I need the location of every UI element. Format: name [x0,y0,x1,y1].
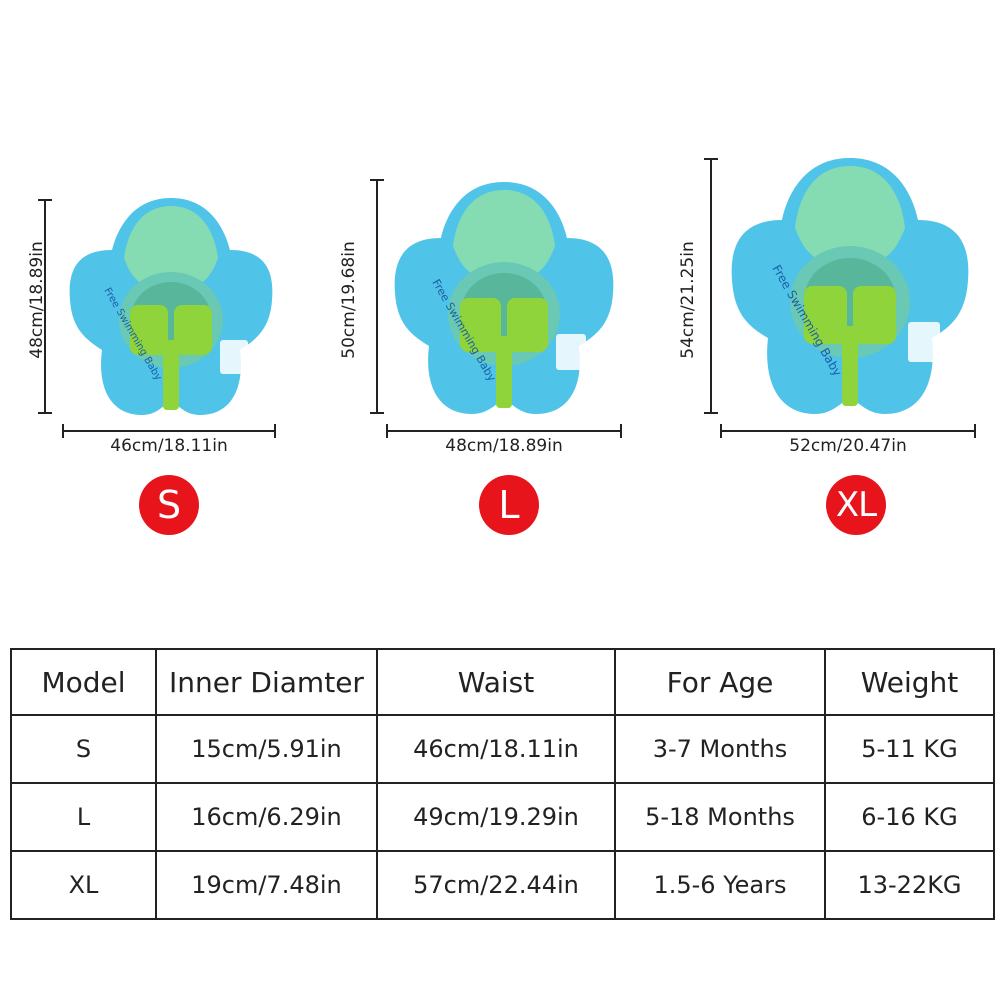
height-measure-line [710,158,712,414]
table-row: L 16cm/6.29in 49cm/19.29in 5-18 Months 6… [10,782,995,852]
width-measure-line [62,430,276,432]
width-measure-cap-right [274,424,276,438]
cell-waist: 49cm/19.29in [376,782,616,852]
size-spec-table: Model Inner Diamter Waist For Age Weight… [10,648,995,920]
cell-inner-diameter: 15cm/5.91in [155,714,378,784]
height-label: 50cm/19.68in [339,241,359,359]
cell-inner-diameter: 19cm/7.48in [155,850,378,920]
header-inner-diameter: Inner Diamter [155,648,378,716]
height-measure-cap-top [704,158,718,160]
baby-float-image: Free Swimming Baby [69,198,273,415]
width-measure-line [720,430,976,432]
cell-inner-diameter: 16cm/6.29in [155,782,378,852]
baby-float-image: Free Swimming Baby [394,182,614,414]
header-for-age: For Age [614,648,826,716]
height-label: 48cm/18.89in [27,241,47,359]
cell-weight: 13-22KG [824,850,995,920]
size-badge-s: S [139,475,199,535]
cell-for-age: 1.5-6 Years [614,850,826,920]
width-label: 48cm/18.89in [445,436,563,456]
width-label: 46cm/18.11in [110,436,228,456]
width-measure-line [386,430,622,432]
height-measure-line [44,199,46,414]
height-measure-cap-bottom [704,412,718,414]
width-measure-cap-left [62,424,64,438]
table-row: S 15cm/5.91in 46cm/18.11in 3-7 Months 5-… [10,714,995,784]
width-measure-cap-right [974,424,976,438]
table-row: XL 19cm/7.48in 57cm/22.44in 1.5-6 Years … [10,850,995,920]
cell-waist: 46cm/18.11in [376,714,616,784]
cell-model: XL [10,850,157,920]
table-header-row: Model Inner Diamter Waist For Age Weight [10,648,995,716]
width-measure-cap-left [720,424,722,438]
size-badge-xl: XL [826,475,886,535]
height-measure-cap-bottom [38,412,52,414]
header-model: Model [10,648,157,716]
cell-weight: 6-16 KG [824,782,995,852]
cell-model: L [10,782,157,852]
width-measure-cap-left [386,424,388,438]
cell-for-age: 3-7 Months [614,714,826,784]
cell-for-age: 5-18 Months [614,782,826,852]
width-label: 52cm/20.47in [789,436,907,456]
cell-waist: 57cm/22.44in [376,850,616,920]
header-waist: Waist [376,648,616,716]
height-measure-line [376,179,378,414]
height-label: 54cm/21.25in [678,241,698,359]
cell-weight: 5-11 KG [824,714,995,784]
height-measure-cap-top [38,199,52,201]
height-measure-cap-bottom [370,412,384,414]
width-measure-cap-right [620,424,622,438]
size-badge-l: L [479,475,539,535]
height-measure-cap-top [370,179,384,181]
cell-model: S [10,714,157,784]
baby-float-image: Free Swimming Baby [731,158,969,414]
header-weight: Weight [824,648,995,716]
